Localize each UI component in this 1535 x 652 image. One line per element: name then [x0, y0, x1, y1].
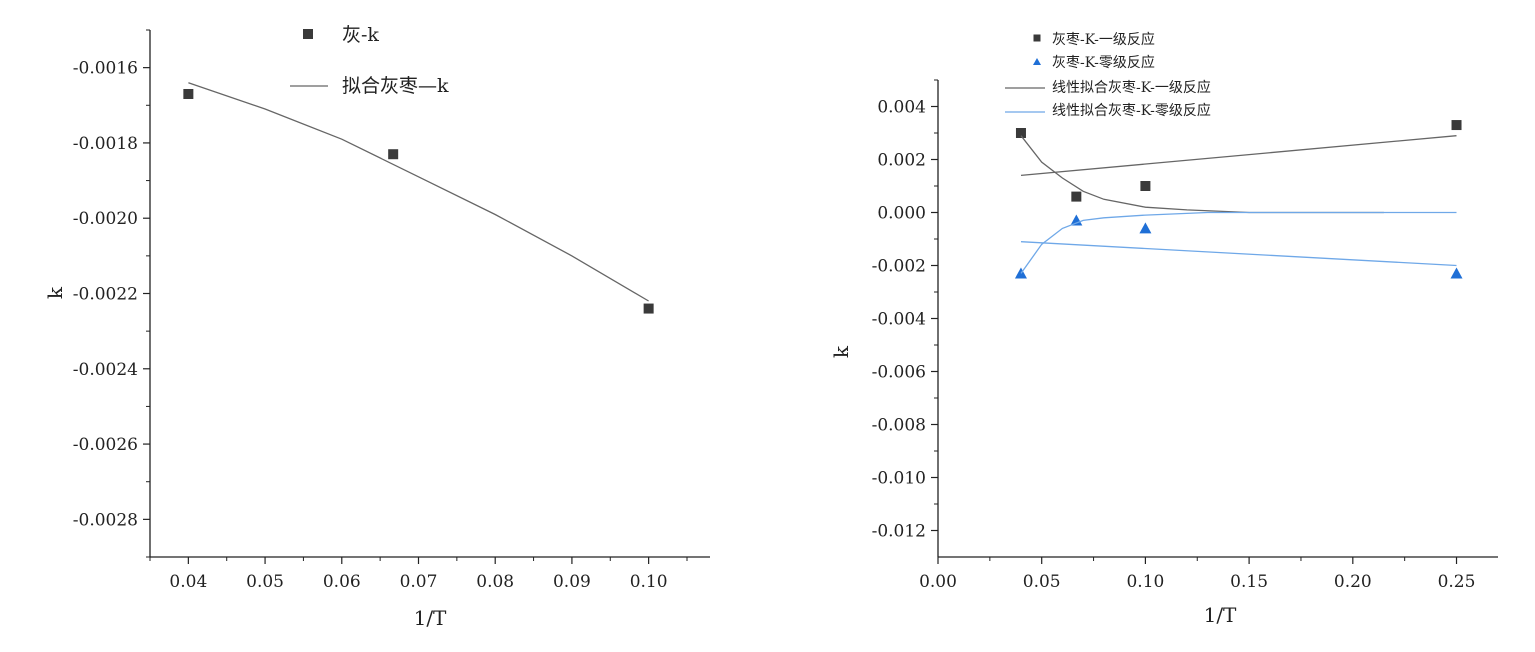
- data-point: [1071, 191, 1082, 202]
- x-tick-label: 0.10: [630, 572, 668, 592]
- data-point: [1139, 222, 1152, 234]
- x-tick-label: 0.05: [1023, 572, 1061, 592]
- y-tick-label: -0.0018: [73, 134, 138, 154]
- y-tick-label: -0.0020: [73, 209, 138, 229]
- y-axis-title: k: [829, 345, 853, 358]
- y-axis-title: k: [43, 286, 67, 299]
- x-tick-label: 0.00: [919, 572, 957, 592]
- x-axis-title: 1/T: [1204, 603, 1237, 627]
- data-point: [1015, 128, 1026, 138]
- x-tick-label: 0.04: [169, 572, 207, 592]
- y-tick-label: -0.0028: [73, 510, 138, 530]
- chart-left: 0.04 0.05 0.06 0.07 0.08 0.09 0.10 -0.0016 -0.00…: [43, 24, 710, 630]
- series-line: [1020, 211, 1457, 274]
- x-tick-label: 0.25: [1438, 572, 1476, 592]
- chart-right: 0.00 0.05 0.10 0.15 0.20 0.25 0.004 0.002 0.000 -…: [829, 31, 1498, 627]
- series-line: [188, 82, 649, 302]
- x-axis-title: 1/T: [414, 606, 447, 630]
- y-tick-label: -0.004: [872, 310, 926, 330]
- data-point: [1451, 120, 1462, 131]
- legend-label: 拟合灰枣—k: [342, 75, 449, 97]
- legend-label: 灰枣-K-零级反应: [1052, 54, 1155, 71]
- y-tick-label: 0.004: [877, 98, 926, 118]
- y-tick-label: -0.0022: [73, 285, 138, 305]
- legend-marker-swatch: [1033, 34, 1041, 42]
- y-tick-label: -0.002: [872, 257, 926, 277]
- x-tick-label: 0.08: [476, 572, 514, 592]
- y-tick-label: -0.012: [872, 522, 926, 542]
- y-tick-label: 0.002: [877, 151, 926, 171]
- data-point: [1070, 214, 1083, 226]
- series-line: [1020, 241, 1457, 267]
- data-point: [388, 149, 399, 160]
- series-line: [1020, 135, 1457, 177]
- data-point: [1450, 267, 1463, 279]
- x-tick-label: 0.07: [400, 572, 438, 592]
- legend-label: 灰枣-K-一级反应: [1052, 31, 1155, 48]
- x-tick-label: 0.10: [1126, 572, 1164, 592]
- y-tick-label: -0.0016: [73, 59, 138, 79]
- legend-label: 线性拟合灰枣-K-零级反应: [1052, 102, 1211, 119]
- legend-label: 线性拟合灰枣-K-一级反应: [1052, 79, 1211, 96]
- data-point: [643, 303, 654, 314]
- y-tick-label: -0.010: [872, 469, 926, 489]
- legend-marker-swatch: [1033, 58, 1041, 65]
- legend-marker-swatch: [303, 29, 313, 39]
- y-tick-label: -0.008: [872, 416, 926, 436]
- legend-label: 灰-k: [342, 24, 379, 46]
- x-tick-label: 0.09: [553, 572, 591, 592]
- y-tick-label: -0.0024: [73, 360, 138, 380]
- x-tick-label: 0.06: [323, 572, 361, 592]
- y-tick-label: -0.0026: [73, 435, 138, 455]
- data-point: [183, 88, 194, 99]
- y-tick-label: -0.006: [872, 363, 926, 383]
- data-point: [1140, 181, 1151, 191]
- y-tick-label: 0.000: [877, 204, 926, 224]
- x-tick-label: 0.20: [1334, 572, 1372, 592]
- x-tick-label: 0.15: [1230, 572, 1268, 592]
- x-tick-label: 0.05: [246, 572, 284, 592]
